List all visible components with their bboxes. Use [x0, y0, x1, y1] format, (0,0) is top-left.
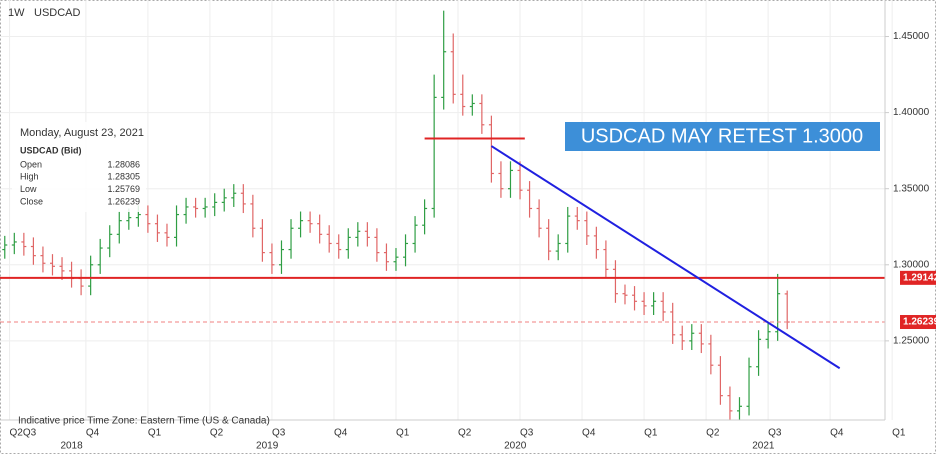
- tooltip-value: 1.28305: [107, 172, 140, 182]
- tooltip-symbol: USDCAD (Bid): [20, 145, 82, 155]
- x-tick-label: Q2: [210, 428, 224, 439]
- y-tick-label: 1.40000: [893, 107, 930, 118]
- x-tick-label: Q2: [706, 428, 720, 439]
- tooltip-field: Open: [20, 159, 42, 169]
- year-label: 2021: [752, 441, 775, 452]
- tooltip-value: 1.25769: [107, 184, 140, 194]
- annotation-box: [565, 122, 880, 151]
- x-tick-label: Q1: [396, 428, 410, 439]
- x-tick-label: Q1: [892, 428, 906, 439]
- x-tick-label: Q4: [86, 428, 100, 439]
- trend-line: [490, 145, 841, 370]
- x-tick-label: Q2: [458, 428, 472, 439]
- tooltip-field: High: [20, 172, 39, 182]
- year-label: 2019: [256, 441, 279, 452]
- tooltip-box: [12, 122, 146, 212]
- tooltip-value: 1.28086: [107, 159, 140, 169]
- x-tick-label: Q3: [272, 428, 286, 439]
- year-label: 2020: [504, 441, 527, 452]
- x-tick-label: Q2Q3: [10, 428, 37, 439]
- last-price-box: [900, 315, 936, 330]
- timeframe: 1W: [8, 7, 25, 19]
- tooltip-field: Low: [20, 184, 37, 194]
- tooltip-field: Close: [20, 196, 43, 206]
- overlays: 1.29142 1.26239 USDCAD MAY RETEST 1.3000 Mo…: [0, 122, 936, 370]
- footer: Indicative price Time Zone: Eastern Time…: [18, 416, 270, 427]
- last-price-label: 1.26239: [903, 317, 936, 328]
- x-tick-label: Q4: [334, 428, 348, 439]
- x-tick-label: Q3: [520, 428, 534, 439]
- year-label: 2018: [60, 441, 83, 452]
- tooltip-date: Monday, August 23, 2021: [20, 127, 144, 139]
- bars: [2, 10, 790, 420]
- x-tick-label: Q1: [148, 428, 162, 439]
- tooltip-value: 1.26239: [107, 196, 140, 206]
- annotation-text: USDCAD MAY RETEST 1.3000: [581, 125, 863, 147]
- x-tick-label: Q1: [644, 428, 658, 439]
- y-tick-label: 1.30000: [893, 259, 930, 270]
- y-tick-label: 1.45000: [893, 31, 930, 42]
- price-label: 1.29142: [903, 272, 936, 283]
- x-tick-label: Q3: [768, 428, 782, 439]
- chart-title: USDCAD: [34, 7, 81, 19]
- y-tick-label: 1.25000: [893, 336, 930, 347]
- x-tick-label: Q4: [830, 428, 844, 439]
- x-tick-label: Q4: [582, 428, 596, 439]
- price-label-box: [900, 270, 936, 285]
- y-tick-label: 1.35000: [893, 183, 930, 194]
- grid: [0, 0, 893, 420]
